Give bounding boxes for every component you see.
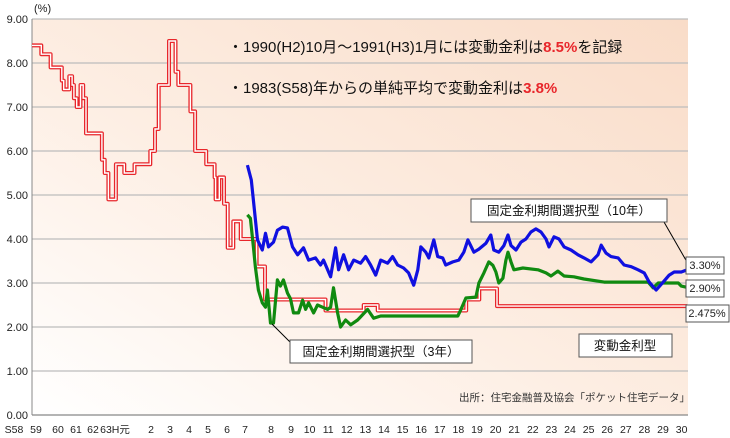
x-tick-label: 21 (508, 424, 520, 436)
x-tick-label: 11 (323, 424, 334, 436)
x-tick-label: 19 (471, 424, 483, 436)
y-tick-label: 7.00 (7, 102, 28, 114)
x-tick-label: 4 (186, 424, 192, 436)
svg-text:2.475%: 2.475% (688, 308, 726, 320)
x-tick-label: 27 (620, 424, 632, 436)
svg-text:3.30%: 3.30% (689, 260, 720, 272)
x-tick-label: 12 (341, 424, 353, 436)
y-tick-label: 9.00 (7, 14, 28, 26)
y-tick-label: 8.00 (7, 58, 28, 70)
x-tick-label: 61 (70, 424, 82, 436)
x-tick-label: 23 (546, 424, 558, 436)
callout-10yr: 固定金利期間選択型（10年） (470, 198, 668, 223)
x-tick-label: 24 (564, 424, 576, 436)
x-tick-label: 3 (167, 424, 173, 436)
end-label-variable: 2.475% (685, 304, 730, 323)
annotation-average: ・1983(S58)年からの単純平均で変動金利は3.8% (228, 80, 557, 97)
svg-text:2.90%: 2.90% (689, 283, 720, 295)
leader-line-3yr (271, 323, 291, 343)
x-tick-label: 14 (378, 424, 390, 436)
y-tick-label: 6.00 (7, 146, 28, 158)
series-line-10yr (245, 164, 688, 292)
x-tick-label: 20 (490, 424, 502, 436)
series-line-variable-inner (32, 40, 688, 312)
source-note: 出所：住宅金融普及協会「ポケット住宅データ」 (459, 391, 690, 404)
x-tick-label: 9 (288, 424, 294, 436)
x-tick-label: 10 (304, 424, 316, 436)
x-tick-label: 7 (242, 424, 248, 436)
series-line-3yr (246, 213, 688, 329)
x-tick-label: 2 (148, 424, 154, 436)
x-tick-label: 8 (268, 424, 274, 436)
x-tick-label: 62 (87, 424, 99, 436)
y-tick-label: 4.00 (7, 234, 28, 246)
callout-3yr: 固定金利期間選択型（3年） (289, 339, 473, 364)
x-tick-label: 26 (601, 424, 613, 436)
x-tick-label: 15 (397, 424, 409, 436)
x-tick-label: 25 (583, 424, 595, 436)
x-tick-label: 18 (453, 424, 465, 436)
y-tick-label: 5.00 (7, 190, 28, 202)
x-tick-label: 60 (52, 424, 64, 436)
y-tick-label: 0.00 (7, 410, 28, 422)
x-tick-label: S58 (5, 424, 24, 436)
x-tick-label: 30 (676, 424, 688, 436)
series-label-variable: 変動金利型 (594, 338, 657, 353)
x-tick-label: 5 (205, 424, 211, 436)
series-label-10yr: 固定金利期間選択型（10年） (487, 203, 651, 218)
callout-variable: 変動金利型 (578, 333, 673, 358)
series-label-3yr: 固定金利期間選択型（3年） (303, 344, 460, 359)
leader-line-10yr (663, 221, 688, 263)
y-tick-label: 2.00 (7, 322, 28, 334)
x-tick-label: 17 (434, 424, 446, 436)
end-label-10yr: 3.30% (685, 256, 725, 275)
x-tick-label: 22 (527, 424, 539, 436)
annotation-peak: ・1990(H2)10月～1991(H3)1月には変動金利は8.5%を記録 (228, 39, 622, 56)
x-tick-label: 6 (224, 424, 230, 436)
end-label-3yr: 2.90% (685, 279, 725, 298)
x-tick-label: 63H元 (100, 424, 130, 436)
y-unit-label: (%) (34, 3, 51, 15)
x-tick-label: 59 (30, 424, 42, 436)
x-tick-label: 28 (639, 424, 651, 436)
y-tick-label: 1.00 (7, 366, 28, 378)
x-tick-label: 29 (657, 424, 669, 436)
y-tick-label: 3.00 (7, 278, 28, 290)
x-tick-label: 16 (415, 424, 427, 436)
x-tick-label: 13 (360, 424, 372, 436)
